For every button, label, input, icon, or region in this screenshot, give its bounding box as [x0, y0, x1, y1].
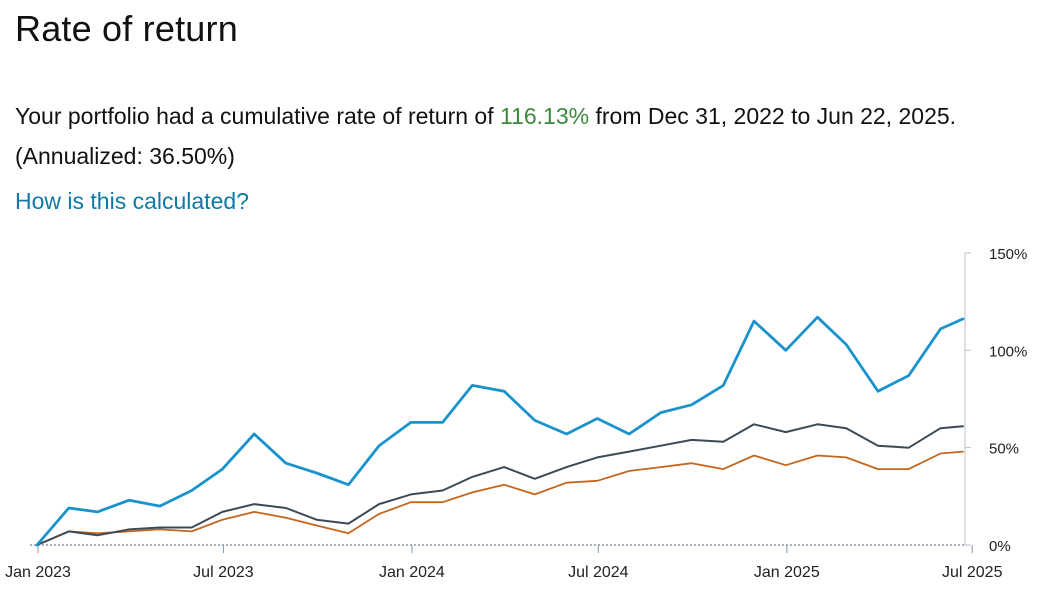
page-title: Rate of return [15, 8, 238, 49]
y-tick-label: 50% [989, 441, 1019, 458]
x-tick-label: Jan 2024 [379, 564, 445, 581]
rate-of-return-chart: 0% 50% 100% 150% Jan 2023 Jul 2023 Jan 2024 Jul… [5, 246, 1027, 581]
return-summary: Your portfolio had a cumulative rate of … [15, 96, 1025, 176]
y-tick-label: 100% [989, 343, 1027, 360]
x-tick-label: Jul 2025 [942, 564, 1003, 581]
cumulative-return-value: 116.13% [500, 103, 590, 129]
series-line-benchmark_orange [36, 450, 964, 546]
y-tick-label: 150% [989, 246, 1027, 263]
series-line-portfolio [35, 315, 965, 547]
summary-suffix: from Dec 31, 2022 to Jun 22, 2025. (Annu… [15, 103, 957, 169]
x-tick-label: Jul 2023 [193, 564, 254, 581]
summary-prefix: Your portfolio had a cumulative rate of … [15, 103, 500, 129]
series-line-benchmark_dark [36, 423, 964, 546]
x-tick-label: Jan 2023 [5, 564, 71, 581]
how-calculated-link[interactable]: How is this calculated? [15, 188, 249, 214]
x-tick-label: Jul 2024 [568, 564, 629, 581]
x-tick-label: Jan 2025 [754, 564, 820, 581]
y-tick-label: 0% [989, 538, 1011, 555]
